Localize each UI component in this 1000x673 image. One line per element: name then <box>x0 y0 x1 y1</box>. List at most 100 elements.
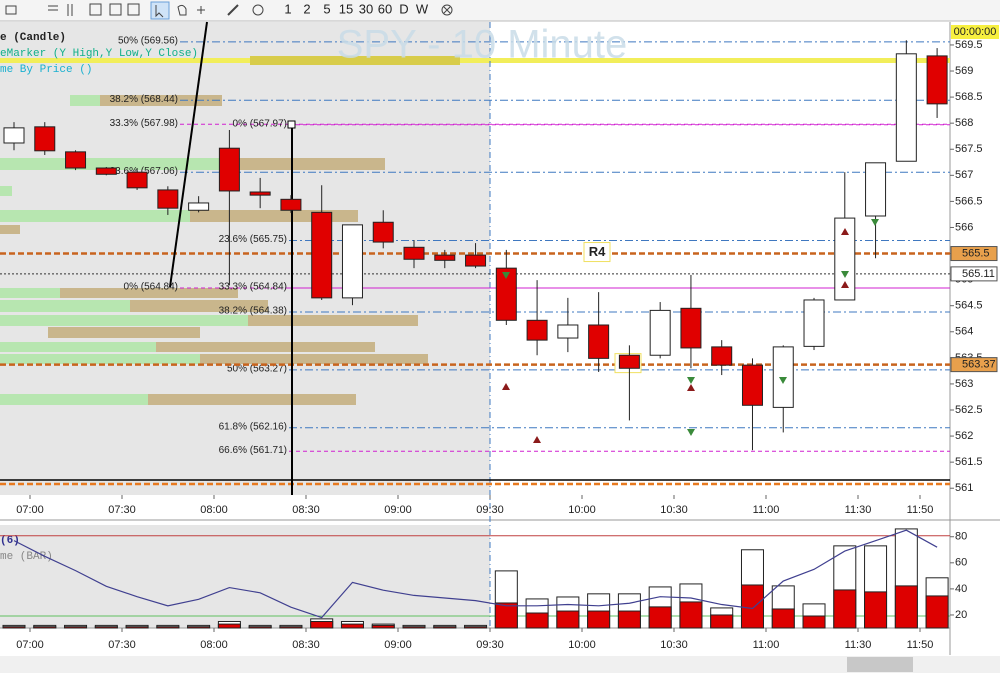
fib-label: 61.8% (562.16) <box>219 421 287 432</box>
volume-bar <box>2 626 26 629</box>
y-tick-label: 562 <box>955 430 973 442</box>
down-marker <box>502 272 510 279</box>
y-tick-label: 569 <box>955 65 973 77</box>
icon[interactable] <box>227 4 239 16</box>
icon[interactable] <box>197 6 205 14</box>
timeframe-button[interactable]: D <box>399 1 408 16</box>
up-marker <box>841 281 849 288</box>
candle-body <box>495 267 517 321</box>
x-tick-label: 09:00 <box>384 504 412 516</box>
profile-bar <box>200 354 428 364</box>
candle-body <box>926 55 948 105</box>
legend-entry: me By Price () <box>0 64 92 76</box>
candle-body <box>434 254 456 261</box>
candle-body <box>95 167 117 175</box>
anchor-handle[interactable] <box>287 120 296 129</box>
y-tick-label: 562.5 <box>955 404 983 416</box>
volume: 20 40 60 80 07:00 07:30 08:00 08:30 09:00 09:30 10… <box>0 528 967 651</box>
icon[interactable] <box>252 4 264 16</box>
volume-bar <box>710 614 734 629</box>
volume-bar <box>402 626 426 629</box>
icon[interactable] <box>177 4 187 16</box>
timeframe-button[interactable]: 30 <box>359 1 373 16</box>
legend-entry: eMarker (Y High,Y Low,Y Close) <box>0 48 198 60</box>
down-marker <box>841 271 849 278</box>
profile-bar <box>248 315 418 326</box>
icon[interactable] <box>441 4 453 16</box>
pivot-label: R4 <box>589 244 606 259</box>
y-tick-label: 40 <box>955 583 967 595</box>
volume-bar <box>648 606 672 629</box>
icon <box>155 5 164 18</box>
profile-bar <box>0 342 156 352</box>
x-tick-label: 11:00 <box>753 504 780 516</box>
price-marker-box <box>950 357 998 373</box>
price-marker-box <box>950 246 998 262</box>
volume-bar <box>33 626 57 629</box>
y-tick-label: 568.5 <box>955 91 983 103</box>
candle-body <box>741 364 763 406</box>
toolbar-icons <box>5 1 453 20</box>
timeframe-button[interactable]: 60 <box>378 1 392 16</box>
toolbar <box>0 0 1000 21</box>
candle-body <box>188 202 210 211</box>
x-tick-label: 08:30 <box>292 639 320 651</box>
timer: 00:00:00 <box>954 26 997 38</box>
profile-bar <box>60 288 238 298</box>
scrollbar[interactable] <box>0 656 1000 673</box>
volume-bar <box>894 585 918 629</box>
candle-body <box>865 162 887 217</box>
price-marker: 565.11 <box>962 268 995 280</box>
profile-bar <box>0 225 20 234</box>
volume-bar <box>802 615 826 629</box>
candle-body <box>649 309 671 356</box>
legend-entry: (6) <box>0 535 20 547</box>
y-tick-label: 566 <box>955 221 973 233</box>
x-tick-label: 11:30 <box>845 504 872 516</box>
x-tick-label: 08:00 <box>200 504 228 516</box>
candle-body <box>403 246 425 260</box>
x-tick-label: 11:00 <box>753 639 780 651</box>
candle-body <box>157 189 179 209</box>
scroll-thumb[interactable] <box>847 657 913 672</box>
candle-body <box>834 217 856 301</box>
timeframe-button[interactable]: 2 <box>303 1 310 16</box>
icon <box>127 3 140 16</box>
down-marker <box>779 377 787 384</box>
x-tick-label: 08:30 <box>292 504 320 516</box>
x-tick-label: 09:00 <box>384 639 412 651</box>
fib-label: 23.6% (567.06) <box>110 166 178 177</box>
candle-body <box>218 147 240 192</box>
volume-bar <box>833 589 857 629</box>
x-tick-label: 11:50 <box>907 639 934 651</box>
highlight-band <box>250 56 460 65</box>
y-tick-label: 561.5 <box>955 456 983 468</box>
icon <box>89 3 102 16</box>
fib-label: 23.6% (565.75) <box>219 234 287 245</box>
fib-label: 38.2% (564.38) <box>219 306 287 317</box>
candle-body <box>803 299 825 347</box>
timeframe-button[interactable]: 1 <box>284 1 291 16</box>
candle-body <box>557 324 579 339</box>
profile-bar <box>0 186 12 196</box>
y-tick-label: 563 <box>955 378 973 390</box>
volume-bar <box>156 626 180 629</box>
x-tick-label: 08:00 <box>200 639 228 651</box>
timeframe-button[interactable]: 15 <box>339 1 353 16</box>
x-tick-label: 07:30 <box>108 639 136 651</box>
candle-body <box>311 211 333 299</box>
timeframe-button[interactable]: W <box>416 1 429 16</box>
timeframe-button[interactable]: 5 <box>323 1 330 16</box>
icon <box>5 5 17 15</box>
volume-bar <box>740 584 764 629</box>
y-tick-label: 561 <box>955 482 973 494</box>
volume-bar <box>64 626 88 629</box>
icon <box>109 3 122 16</box>
y-tick-label: 564 <box>955 326 973 338</box>
y-tick-label: 566.5 <box>955 195 983 207</box>
candle-body <box>34 126 56 152</box>
candle-body <box>249 191 271 196</box>
icon-selected[interactable] <box>150 1 170 20</box>
candles <box>3 40 948 451</box>
